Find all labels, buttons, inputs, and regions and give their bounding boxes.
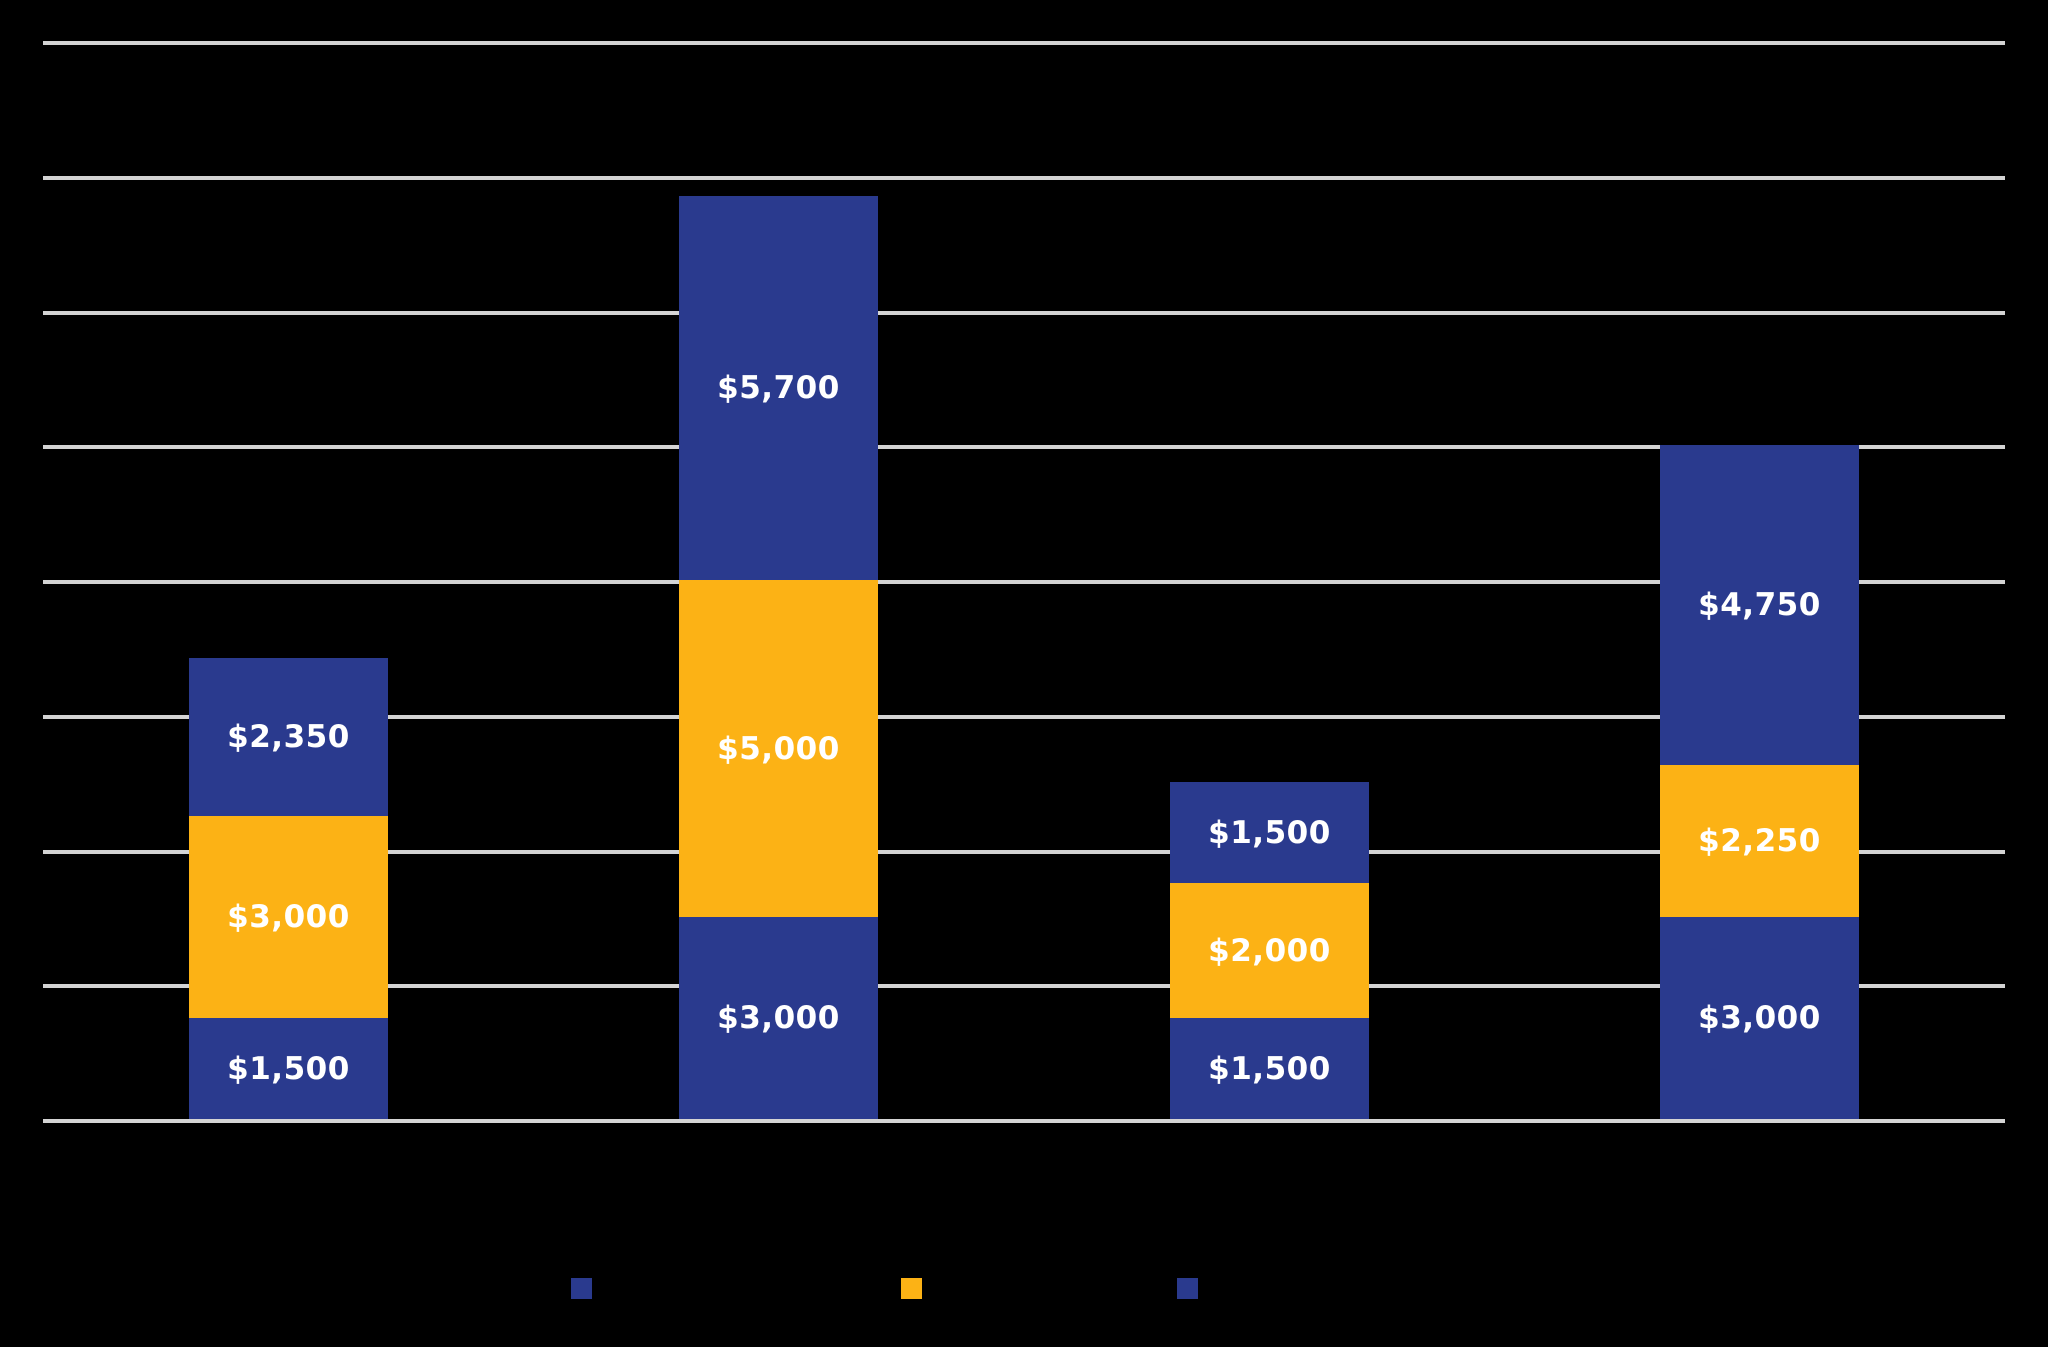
- segment-value-label: $2,250: [1698, 823, 1821, 859]
- bar-column: $2,350 $3,000 $1,500: [189, 658, 388, 1119]
- segment-value-label: $3,000: [717, 1000, 840, 1036]
- bar-segment-middle-orange-series: $2,000: [1170, 883, 1369, 1018]
- bar-segment-top-blue-series: $2,350: [189, 658, 388, 816]
- gridline: [43, 984, 2005, 989]
- gridline: [43, 849, 2005, 854]
- segment-value-label: $5,000: [717, 730, 840, 767]
- bar-segment-top-blue-series: $1,500: [1170, 782, 1369, 883]
- bar-segment-bottom-blue-series: $3,000: [679, 917, 878, 1119]
- segment-value-label: $3,000: [227, 899, 350, 935]
- bar-column: $1,500 $2,000 $1,500: [1170, 782, 1369, 1119]
- legend-swatch: [901, 1278, 922, 1299]
- gridline: [43, 175, 2005, 180]
- x-axis-baseline: [43, 1119, 2005, 1123]
- segment-value-label: $2,350: [227, 719, 350, 755]
- segment-value-label: $4,750: [1698, 587, 1821, 623]
- bar-segment-bottom-blue-series: $1,500: [1170, 1018, 1369, 1119]
- segment-value-label: $5,700: [717, 370, 840, 406]
- segment-value-label: $1,500: [1208, 814, 1331, 851]
- bar-column: $4,750 $2,250 $3,000: [1660, 445, 1859, 1119]
- bar-segment-top-blue-series: $5,700: [679, 196, 878, 580]
- segment-value-label: $3,000: [1698, 1000, 1821, 1036]
- bar-segment-bottom-blue-series: $1,500: [189, 1018, 388, 1119]
- bar-segment-middle-orange-series: $5,000: [679, 580, 878, 917]
- segment-value-label: $1,500: [1208, 1050, 1331, 1087]
- bar-column: $5,700 $5,000 $3,000: [679, 196, 878, 1119]
- gridline: [43, 310, 2005, 315]
- gridline: [43, 714, 2005, 719]
- segment-value-label: $1,500: [227, 1050, 350, 1087]
- gridline: [43, 41, 2005, 45]
- gridline: [43, 445, 2005, 450]
- bar-segment-bottom-blue-series: $3,000: [1660, 917, 1859, 1119]
- plot-area: $2,350 $3,000 $1,500 $5,700 $5,000 $3,000 $1,5…: [43, 41, 2005, 1123]
- gridline: [43, 580, 2005, 584]
- bar-segment-middle-orange-series: $2,250: [1660, 765, 1859, 917]
- legend-swatch: [1177, 1278, 1198, 1299]
- bar-segment-top-blue-series: $4,750: [1660, 445, 1859, 765]
- legend-swatch: [571, 1278, 592, 1299]
- segment-value-label: $2,000: [1208, 932, 1331, 969]
- bar-segment-middle-orange-series: $3,000: [189, 816, 388, 1018]
